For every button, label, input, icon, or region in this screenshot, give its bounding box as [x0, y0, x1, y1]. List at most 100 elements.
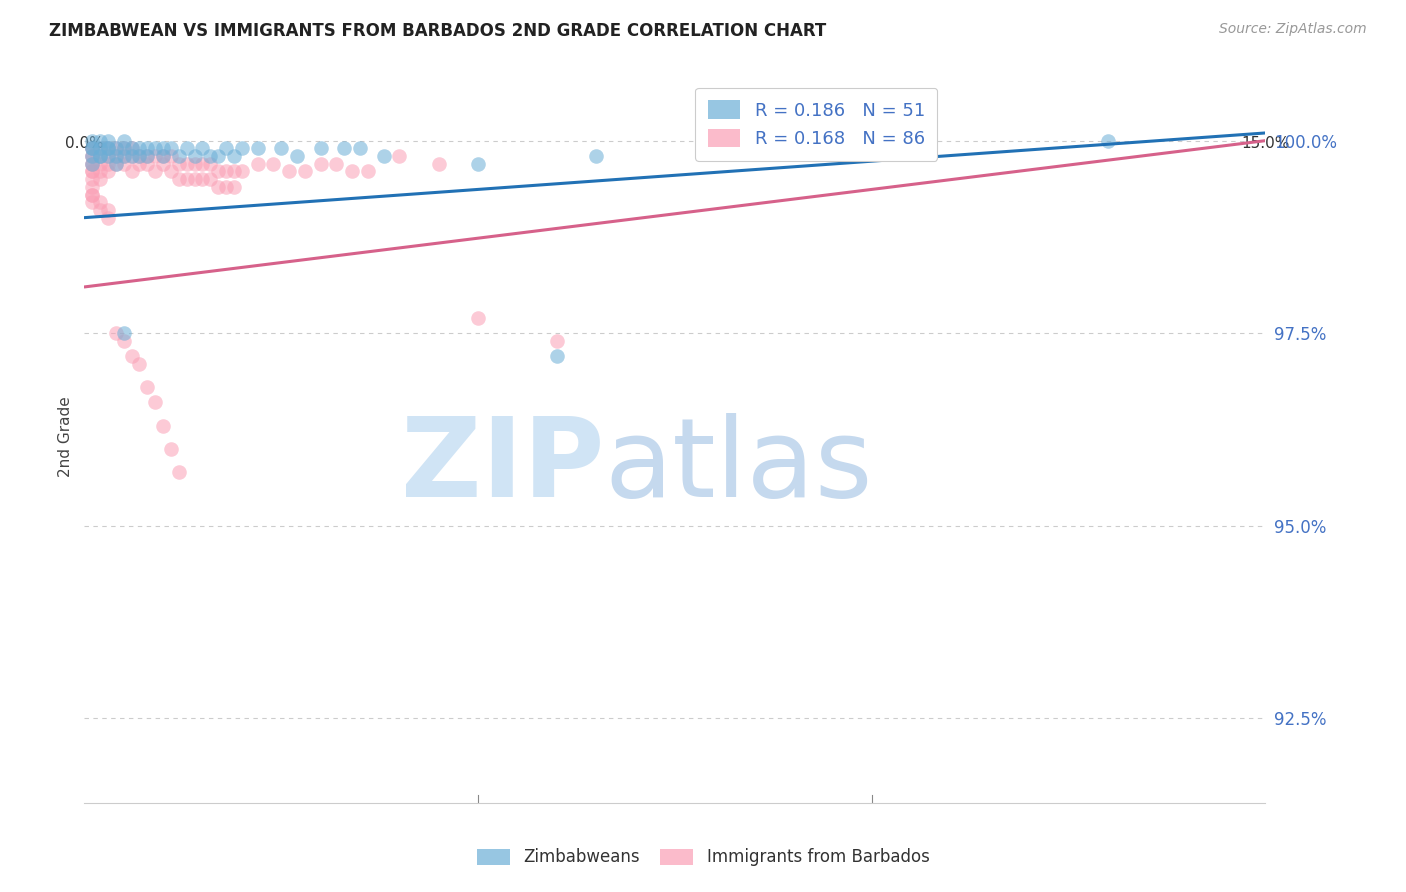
Point	[309, 157, 332, 171]
Point	[143, 141, 166, 155]
Point	[128, 149, 150, 163]
Point	[89, 149, 111, 163]
Point	[112, 334, 135, 348]
Point	[82, 179, 104, 194]
Point	[82, 195, 104, 210]
Point	[546, 349, 568, 363]
Point	[82, 164, 104, 178]
Point	[285, 149, 308, 163]
Point	[112, 157, 135, 171]
Point	[427, 157, 450, 171]
Point	[136, 380, 159, 394]
Point	[136, 149, 159, 163]
Point	[82, 141, 104, 155]
Point	[82, 172, 104, 186]
Point	[89, 149, 111, 163]
Point	[143, 164, 166, 178]
Point	[278, 164, 301, 178]
Point	[143, 149, 166, 163]
Point	[121, 141, 143, 155]
Point	[128, 141, 150, 155]
Point	[82, 149, 104, 163]
Point	[546, 334, 568, 348]
Point	[152, 141, 174, 155]
Point	[104, 149, 127, 163]
Point	[82, 157, 104, 171]
Point	[231, 141, 253, 155]
Point	[89, 157, 111, 171]
Point	[128, 357, 150, 371]
Point	[89, 202, 111, 217]
Point	[176, 157, 198, 171]
Point	[309, 141, 332, 155]
Point	[200, 149, 222, 163]
Point	[89, 149, 111, 163]
Point	[112, 134, 135, 148]
Point	[333, 141, 356, 155]
Point	[191, 157, 214, 171]
Point	[167, 157, 190, 171]
Point	[160, 149, 183, 163]
Point	[215, 179, 238, 194]
Point	[89, 172, 111, 186]
Point	[97, 202, 120, 217]
Point	[160, 141, 183, 155]
Text: atlas: atlas	[605, 413, 873, 520]
Point	[207, 149, 229, 163]
Point	[97, 157, 120, 171]
Point	[183, 149, 205, 163]
Point	[121, 141, 143, 155]
Legend: Zimbabweans, Immigrants from Barbados: Zimbabweans, Immigrants from Barbados	[470, 842, 936, 873]
Point	[152, 157, 174, 171]
Point	[167, 172, 190, 186]
Point	[82, 149, 104, 163]
Text: 15.0%: 15.0%	[1241, 136, 1289, 152]
Point	[97, 211, 120, 225]
Point	[262, 157, 284, 171]
Point	[294, 164, 316, 178]
Point	[388, 149, 411, 163]
Point	[121, 149, 143, 163]
Point	[82, 164, 104, 178]
Y-axis label: 2nd Grade: 2nd Grade	[58, 397, 73, 477]
Point	[97, 149, 120, 163]
Point	[104, 326, 127, 340]
Point	[231, 164, 253, 178]
Point	[82, 141, 104, 155]
Point	[89, 141, 111, 155]
Point	[136, 157, 159, 171]
Point	[121, 164, 143, 178]
Point	[325, 157, 347, 171]
Point	[1097, 134, 1119, 148]
Point	[89, 195, 111, 210]
Point	[136, 141, 159, 155]
Point	[222, 179, 245, 194]
Point	[246, 157, 269, 171]
Point	[104, 157, 127, 171]
Point	[160, 164, 183, 178]
Point	[128, 149, 150, 163]
Point	[112, 141, 135, 155]
Point	[340, 164, 363, 178]
Point	[215, 141, 238, 155]
Point	[136, 149, 159, 163]
Point	[222, 149, 245, 163]
Point	[97, 141, 120, 155]
Point	[152, 149, 174, 163]
Legend: R = 0.186   N = 51, R = 0.168   N = 86: R = 0.186 N = 51, R = 0.168 N = 86	[695, 87, 938, 161]
Point	[200, 157, 222, 171]
Point	[215, 164, 238, 178]
Point	[176, 141, 198, 155]
Point	[121, 349, 143, 363]
Point	[246, 141, 269, 155]
Point	[97, 164, 120, 178]
Text: 0.0%: 0.0%	[65, 136, 104, 152]
Point	[128, 157, 150, 171]
Point	[82, 157, 104, 171]
Point	[97, 141, 120, 155]
Text: ZIMBABWEAN VS IMMIGRANTS FROM BARBADOS 2ND GRADE CORRELATION CHART: ZIMBABWEAN VS IMMIGRANTS FROM BARBADOS 2…	[49, 22, 827, 40]
Point	[112, 326, 135, 340]
Point	[183, 172, 205, 186]
Point	[121, 149, 143, 163]
Point	[82, 141, 104, 155]
